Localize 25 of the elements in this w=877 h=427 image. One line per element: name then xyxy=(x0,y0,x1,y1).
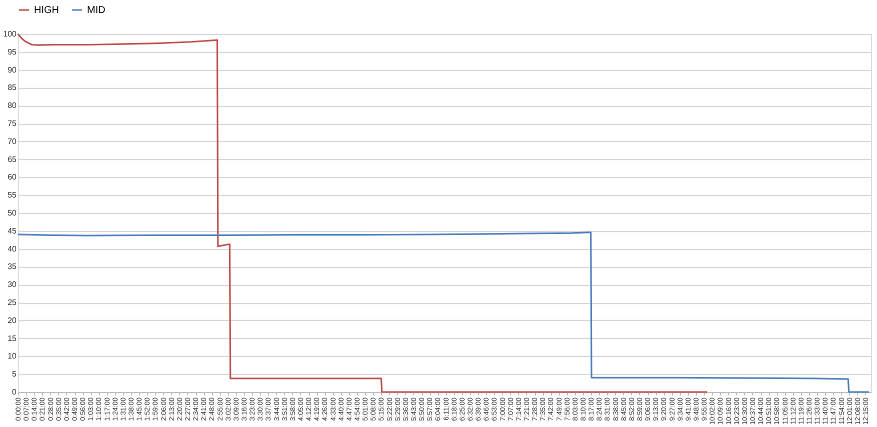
y-tick-label: 15 xyxy=(8,334,18,343)
y-tick-label: 75 xyxy=(8,119,18,128)
y-tick-label: 10 xyxy=(8,352,18,361)
line-series xyxy=(17,232,870,393)
y-tick-label: 0 xyxy=(12,388,18,396)
y-tick-label: 40 xyxy=(8,244,18,254)
y-tick-label: 100 xyxy=(3,30,18,38)
y-tick-label: 70 xyxy=(8,136,18,146)
y-tick-label: 35 xyxy=(8,262,18,272)
y-tick-label: 55 xyxy=(8,190,18,200)
legend-label: MID xyxy=(87,5,106,16)
legend-label: HIGH xyxy=(34,5,59,16)
y-tick-label: 50 xyxy=(8,208,18,218)
y-tick-label: 90 xyxy=(8,65,18,74)
y-tick-label: 5 xyxy=(12,370,18,379)
y-tick-label: 25 xyxy=(8,298,18,307)
y-tick-label: 95 xyxy=(8,47,18,56)
y-tick-label: 60 xyxy=(8,172,18,182)
y-tick-label: 30 xyxy=(8,280,18,290)
line-series xyxy=(17,33,708,393)
y-tick-label: 85 xyxy=(8,83,18,92)
y-tick-label: 65 xyxy=(8,154,18,164)
y-tick-label: 80 xyxy=(8,101,18,110)
y-tick-label: 45 xyxy=(8,226,18,236)
y-tick-label: 20 xyxy=(8,316,18,325)
